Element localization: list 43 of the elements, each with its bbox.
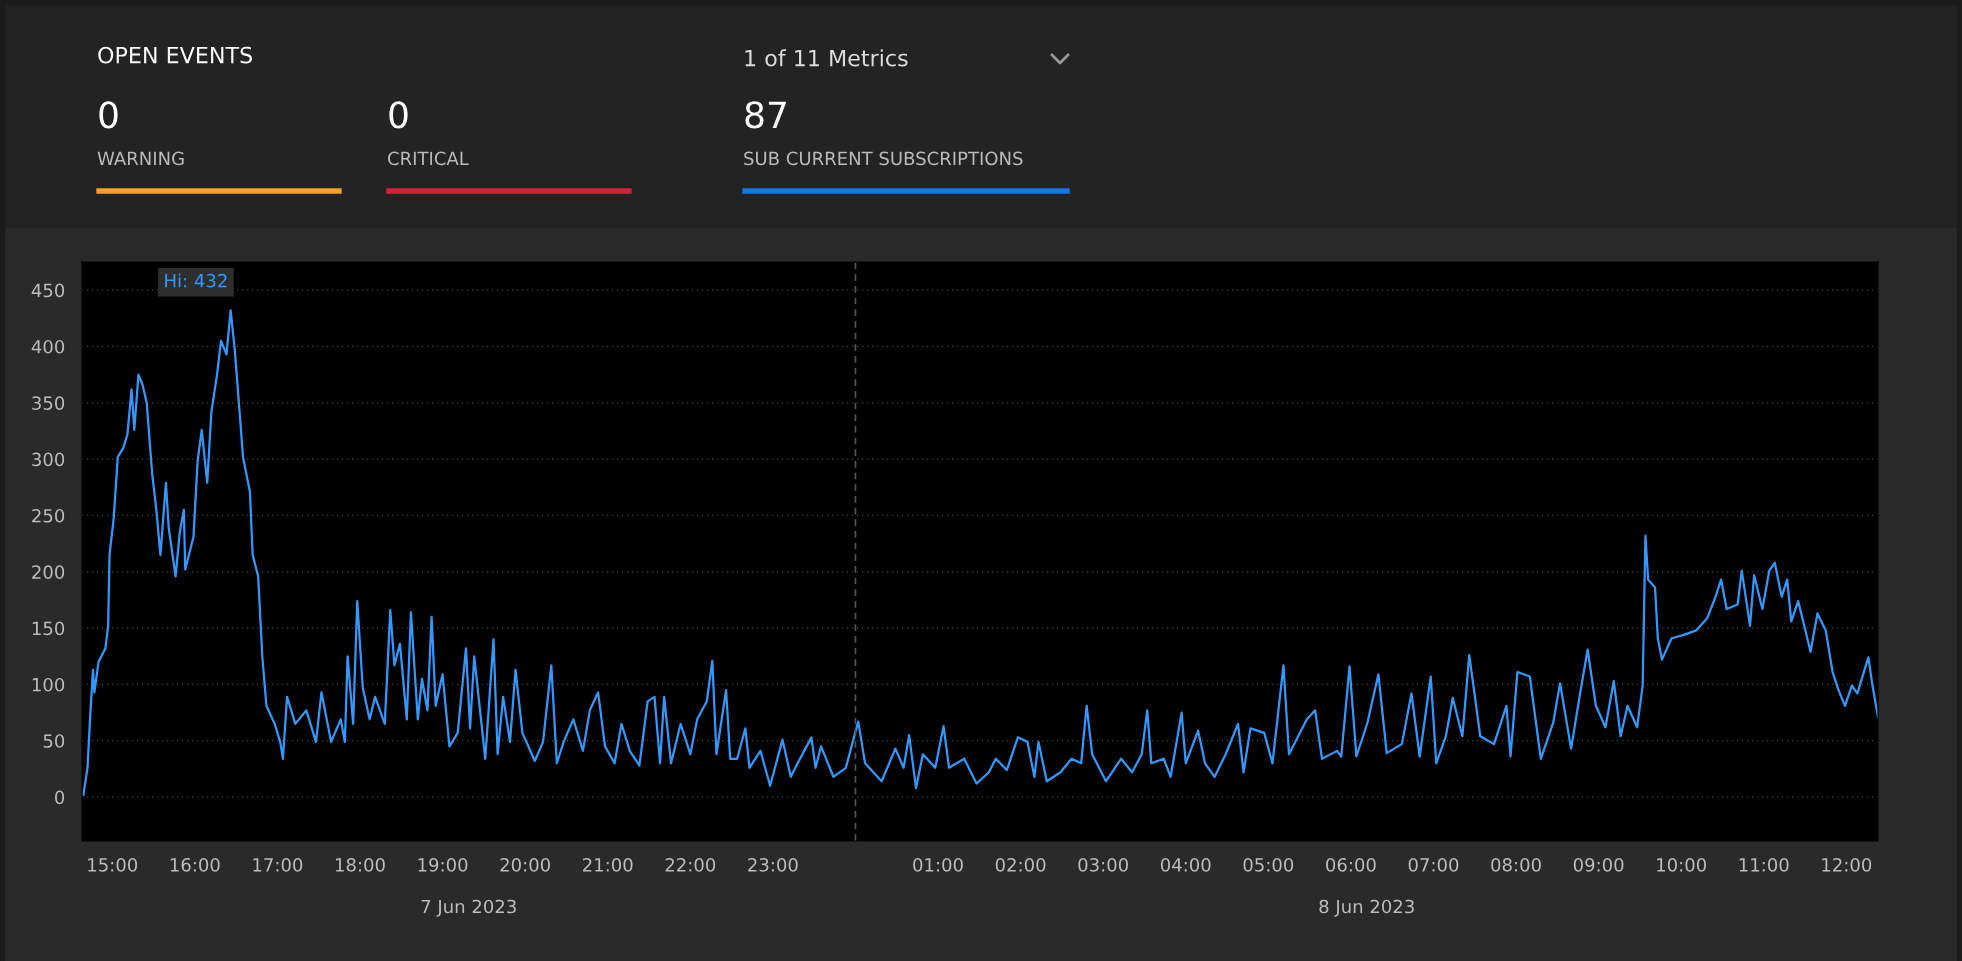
- text: OPEN EVENTS: [98, 46, 252, 64]
- y-tick-label: 250: [32, 508, 65, 523]
- x-tick-label: 19:00: [418, 857, 468, 872]
- x-tick-label: 15:00: [88, 857, 138, 872]
- x-tick-label: 17:00: [253, 857, 303, 872]
- text: 8 Jun 2023: [1319, 899, 1414, 917]
- text: SUB CURRENT SUBSCRIPTIONS: [744, 151, 1023, 166]
- x-tick-label: 18:00: [335, 857, 385, 872]
- annotation: Hi: 432: [165, 273, 227, 288]
- x-tick-label: 01:00: [913, 857, 963, 872]
- text: 0: [99, 101, 118, 129]
- y-tick-label: 400: [31, 339, 65, 354]
- x-tick-label: 10:00: [1657, 857, 1707, 872]
- x-tick-label: 04:00: [1160, 857, 1211, 872]
- x-tick-label: 23:00: [748, 857, 798, 872]
- text: 87: [745, 101, 786, 129]
- text: CRITICAL: [388, 151, 469, 166]
- x-tick-label: 02:00: [995, 857, 1046, 872]
- text: 0: [389, 101, 408, 129]
- x-tick-label: 20:00: [500, 857, 550, 872]
- x-tick-label: 09:00: [1573, 857, 1624, 872]
- x-tick-label: 08:00: [1491, 857, 1541, 872]
- x-tick-label: 12:00: [1822, 857, 1872, 872]
- text: WARNING: [97, 151, 184, 166]
- y-tick-label: 100: [32, 677, 65, 692]
- y-tick-label: 200: [32, 565, 65, 579]
- x-tick-label: 05:00: [1243, 857, 1294, 872]
- y-tick-label: 350: [32, 396, 65, 410]
- y-tick-label: 450: [31, 283, 65, 298]
- x-tick-label: 22:00: [665, 857, 716, 872]
- text: 1 of 11 Metrics: [745, 49, 908, 67]
- x-tick-label: 11:00: [1739, 857, 1789, 872]
- x-tick-label: 06:00: [1326, 857, 1376, 872]
- y-tick-label: 150: [32, 621, 65, 636]
- y-tick-label: 300: [32, 452, 65, 467]
- text: 7 Jun 2023: [421, 899, 516, 917]
- x-tick-label: 07:00: [1408, 857, 1459, 872]
- x-tick-label: 21:00: [583, 857, 633, 872]
- x-tick-label: 16:00: [170, 857, 220, 872]
- line-series: [82, 309, 1878, 796]
- x-tick-label: 03:00: [1078, 857, 1128, 872]
- y-tick-label: 50: [43, 734, 65, 748]
- y-tick-label: 0: [55, 790, 65, 805]
